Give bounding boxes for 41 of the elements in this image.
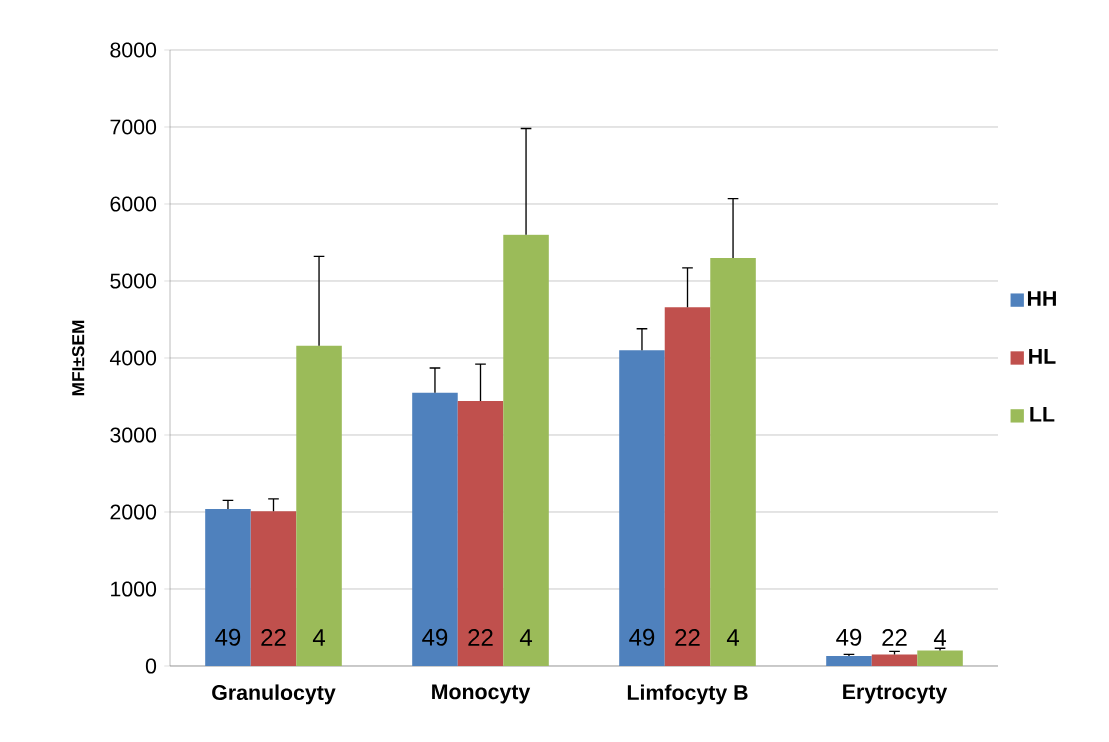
annotation: 49 [836,628,862,646]
annotation: 4 [519,629,533,646]
bar [871,654,918,666]
bar [710,257,756,666]
bar [457,401,504,666]
bar [296,345,342,666]
legend-label: HH [1027,291,1056,306]
annotation: 22 [468,628,493,646]
bar [250,511,297,666]
annotation: 49 [215,628,241,646]
y-tick-label: 5000 [110,273,157,289]
x-tick-label: Granulocyty [212,684,336,705]
bar [917,650,963,666]
bar [619,350,665,666]
bar [503,234,549,666]
legend-label: HL [1029,349,1056,364]
annotation: 4 [933,629,947,646]
annotation: 22 [261,628,286,646]
bar [205,508,251,666]
y-tick-label: 4000 [109,350,157,366]
y-tick-label: 7000 [110,119,157,135]
annotation: 4 [726,629,740,646]
annotation: 22 [882,628,907,646]
x-tick-label: Erytrocyty [843,684,948,704]
bar [412,392,458,666]
y-tick-label: 0 [145,658,157,674]
annotation: 49 [422,628,448,646]
y-tick-label: 1000 [111,581,157,597]
bar [664,307,711,666]
y-tick-label: 2000 [110,504,157,520]
annotation: 22 [675,628,700,646]
x-tick-label: Monocyty [432,684,531,704]
y-axis-title: MFI±SEM [72,320,85,396]
annotation: 49 [629,628,655,646]
annotation: 4 [312,629,326,646]
y-tick-label: 8000 [110,42,157,58]
y-tick-label: 6000 [110,196,157,212]
bar [826,655,872,666]
y-tick-label: 3000 [110,427,157,443]
legend-label: LL [1030,406,1055,422]
x-tick-label: Limfocyty B [627,684,748,705]
